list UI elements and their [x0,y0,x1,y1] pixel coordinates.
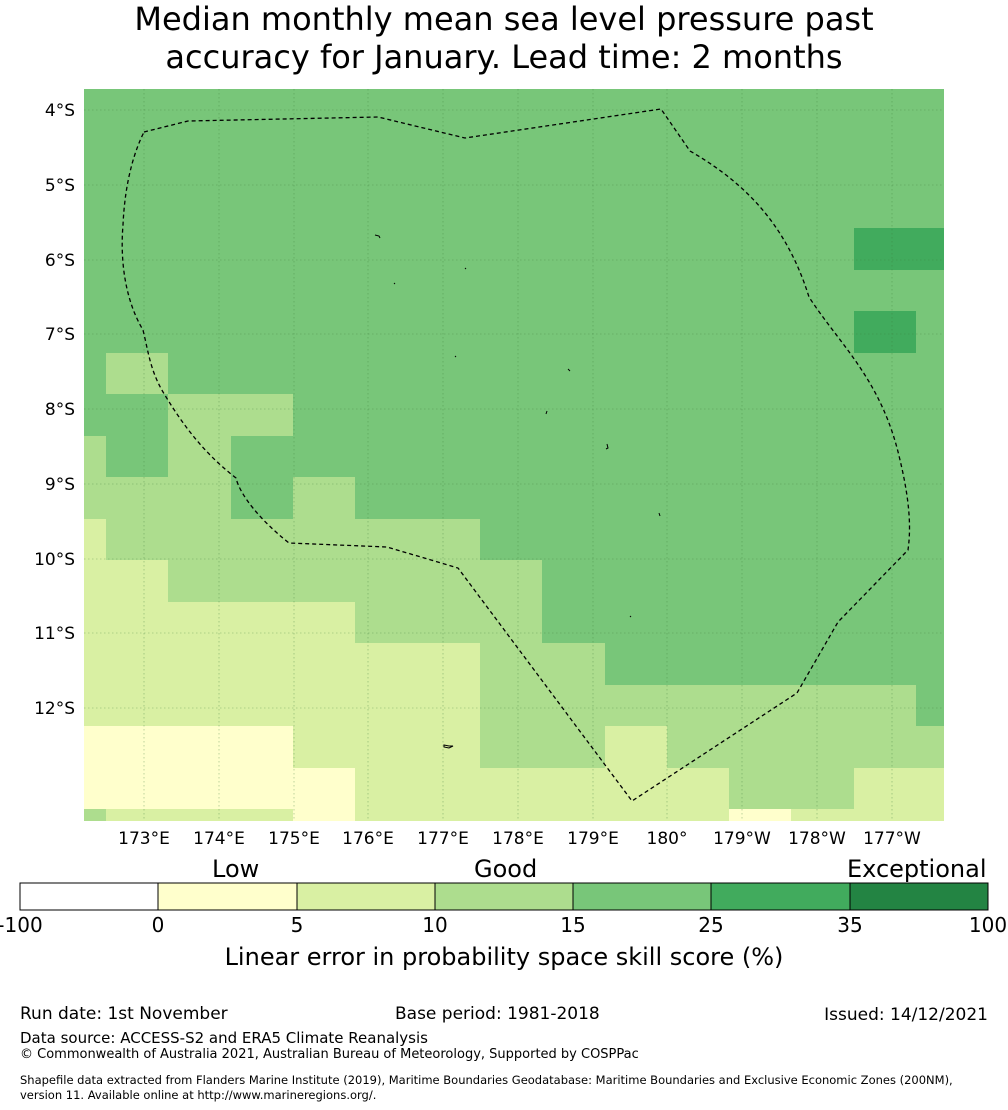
colorbar-segment [710,882,851,911]
category-exceptional: Exceptional [847,855,987,883]
colorbar-tick: 25 [698,913,724,937]
colorbar-tick: 35 [837,913,863,937]
title-line-2: accuracy for January. Lead time: 2 month… [165,38,843,76]
lat-label: 7°S [45,325,75,345]
lat-label: 12°S [34,699,75,719]
lat-label: 6°S [45,251,75,271]
shapefile-credit-1: Shapefile data extracted from Flanders M… [20,1073,953,1087]
run-date: Run date: 1st November [20,1004,228,1024]
category-good: Good [474,855,538,883]
lon-label: 174°E [193,829,245,849]
base-period: Base period: 1981-2018 [395,1004,600,1024]
grid-region-10-15 [84,809,106,821]
island [443,744,454,749]
colorbar-segment [157,882,298,911]
issued-date: Issued: 14/12/2021 [824,1005,988,1025]
lon-label: 176°E [342,829,394,849]
lat-label: 4°S [45,101,75,121]
data-source: Data source: ACCESS-S2 and ERA5 Climate … [20,1029,428,1047]
longitude-labels: 173°E 174°E 175°E 176°E 177°E 178°E 179°… [118,829,921,849]
island [567,368,571,372]
latitude-labels: 4°S 5°S 6°S 7°S 8°S 9°S 10°S 11°S 12°S [34,101,75,719]
lon-label: 173°E [118,829,170,849]
island [464,267,467,270]
island [605,443,609,450]
lon-label: 177°W [863,829,921,849]
graticule [84,89,944,821]
island [374,234,381,239]
grid-cell [854,228,944,270]
grid-region-0-5 [84,726,355,821]
skill-grid [84,89,944,821]
colorbar-tick: 10 [422,913,448,937]
lat-label: 9°S [45,475,75,495]
grid-region-0-5 [729,809,791,821]
grid-region-5-10 [854,768,944,821]
lon-label: 179°W [713,829,771,849]
lat-label: 5°S [45,176,75,196]
colorbar-tick: 0 [151,913,165,937]
island [545,410,548,415]
chart-title: Median monthly mean sea level pressure p… [0,0,1008,76]
island [393,282,396,285]
lon-label: 178°E [492,829,544,849]
colorbar [19,882,989,911]
copyright: © Commonwealth of Australia 2021, Austra… [20,1047,639,1062]
colorbar-tick: -100 [0,913,43,937]
lat-label: 11°S [34,624,75,644]
shapefile-credit-2: version 11. Available online at http://w… [20,1088,377,1102]
category-low: Low [212,855,260,883]
colorbar-segment [572,882,712,911]
grid-cell [854,311,916,353]
colorbar-tick: 100 [968,913,1008,937]
island [629,615,632,618]
colorbar-label: Linear error in probability space skill … [224,943,784,971]
islands [374,234,661,749]
colorbar-segment [296,882,436,911]
lat-label: 10°S [34,550,75,570]
lon-label: 180° [647,829,688,849]
island [658,512,661,517]
colorbar-tick: 5 [290,913,304,937]
lon-label: 179°E [567,829,619,849]
lon-label: 175°E [268,829,320,849]
colorbar-segment [434,882,574,911]
colorbar-segment [19,882,159,911]
grid-region-5-10 [791,809,854,821]
lon-label: 178°W [788,829,846,849]
eez-boundary [121,108,911,802]
colorbar-segment [849,882,989,911]
lat-label: 8°S [45,400,75,420]
title-line-1: Median monthly mean sea level pressure p… [134,0,874,38]
colorbar-tick: 15 [560,913,586,937]
island [454,355,457,358]
lon-label: 177°E [417,829,469,849]
